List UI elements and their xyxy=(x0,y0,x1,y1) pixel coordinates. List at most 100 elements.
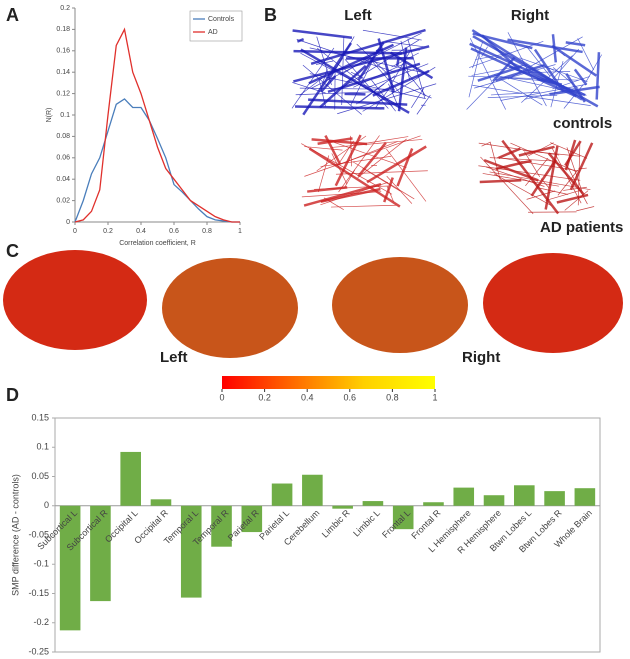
network-edge xyxy=(362,29,422,41)
network-edge xyxy=(530,159,557,197)
bar xyxy=(241,505,263,533)
bar xyxy=(332,505,353,509)
y-tick-label: 0.04 xyxy=(56,176,70,183)
y-tick-label: 0.12 xyxy=(56,90,70,97)
network-edge xyxy=(377,38,396,93)
network-edge xyxy=(320,155,392,167)
network-edge xyxy=(314,185,389,190)
network-edge xyxy=(344,169,356,188)
network-edge xyxy=(563,84,584,109)
network-edge xyxy=(565,73,586,103)
network-edge xyxy=(318,155,330,193)
network-edge xyxy=(566,164,588,205)
y-tick-label: 0 xyxy=(66,219,70,226)
network-edge xyxy=(327,139,407,168)
network-edge xyxy=(540,64,555,71)
network-edge xyxy=(525,45,551,77)
network-edge xyxy=(357,141,387,178)
line-series xyxy=(74,98,240,223)
network-edge xyxy=(300,48,410,114)
network-edge xyxy=(302,64,362,115)
y-tick-label: -0.05 xyxy=(28,529,49,539)
network-edge xyxy=(477,65,522,82)
y-tick-label: 0.1 xyxy=(60,112,70,119)
x-tick-label: 0.2 xyxy=(103,228,113,235)
network-edge xyxy=(474,64,556,89)
network-edge xyxy=(340,39,420,89)
network-edge xyxy=(375,47,382,53)
network-edge xyxy=(368,57,402,95)
network-edge xyxy=(324,134,342,165)
x-tick-label: 0.8 xyxy=(202,228,212,235)
network-edge xyxy=(500,78,543,106)
x-tick-label: Limbic R xyxy=(320,507,352,539)
network-edge xyxy=(479,179,522,184)
network-edge xyxy=(308,98,408,106)
panel-letter: B xyxy=(264,5,277,25)
network-edge xyxy=(489,141,501,180)
panel-letter: D xyxy=(6,385,19,405)
y-tick-label: 0.2 xyxy=(60,5,70,12)
network-edge xyxy=(295,91,380,96)
network-edge xyxy=(482,173,559,187)
network-edge xyxy=(331,204,397,208)
network-edge xyxy=(390,50,411,85)
colorbar-tick-label: 0 xyxy=(219,392,224,402)
network-edge xyxy=(478,165,581,181)
bar xyxy=(302,474,323,506)
network-edge xyxy=(557,169,579,196)
network-edge xyxy=(388,83,399,106)
network-edge xyxy=(500,83,587,101)
network-edge xyxy=(311,138,368,146)
y-tick-label: -0.25 xyxy=(28,646,49,656)
network-edge xyxy=(292,29,353,40)
network-edge xyxy=(471,64,528,76)
network-edge xyxy=(304,135,421,177)
brain xyxy=(162,258,298,358)
network-edge xyxy=(320,68,328,88)
colorbar-tick-label: 0.6 xyxy=(344,392,357,402)
brain xyxy=(332,257,468,353)
network-edge xyxy=(497,156,579,172)
brain-images xyxy=(3,250,623,358)
network-edge xyxy=(385,41,426,48)
network-edge xyxy=(407,38,426,99)
y-tick-label: 0.08 xyxy=(56,133,70,140)
network-edge xyxy=(387,78,432,99)
panel-letter: C xyxy=(6,241,19,261)
network-edge xyxy=(317,137,353,146)
network-edge xyxy=(331,153,348,185)
network-edge xyxy=(320,187,381,203)
line-series xyxy=(74,27,240,223)
bar xyxy=(150,499,172,506)
network-edge xyxy=(490,91,540,96)
network-edge xyxy=(536,77,563,86)
bar xyxy=(271,483,293,506)
network-edge xyxy=(308,43,394,85)
network-label: AD patients xyxy=(540,219,623,236)
network-edge xyxy=(356,75,396,105)
panel-letter: A xyxy=(6,5,19,25)
network-edge xyxy=(352,161,415,200)
network-edge xyxy=(573,68,588,86)
network-edge xyxy=(341,36,345,106)
network-edge xyxy=(528,142,554,157)
network-edge xyxy=(310,32,422,89)
network-edge xyxy=(386,175,413,204)
network-edge xyxy=(507,32,547,107)
bar xyxy=(59,505,81,631)
bar xyxy=(423,502,444,506)
x-tick-label: 0 xyxy=(73,228,77,235)
network-edge xyxy=(480,156,534,215)
x-tick-label: 1 xyxy=(238,228,242,235)
y-tick-label: 0.16 xyxy=(56,48,70,55)
network-edge xyxy=(386,148,427,202)
network-edge xyxy=(402,66,427,97)
network-label: controls xyxy=(553,115,612,132)
y-tick-label: 0.05 xyxy=(31,471,49,481)
bar xyxy=(90,505,111,602)
network-edge xyxy=(510,142,577,172)
brain xyxy=(3,250,147,350)
colorbar xyxy=(222,376,435,389)
